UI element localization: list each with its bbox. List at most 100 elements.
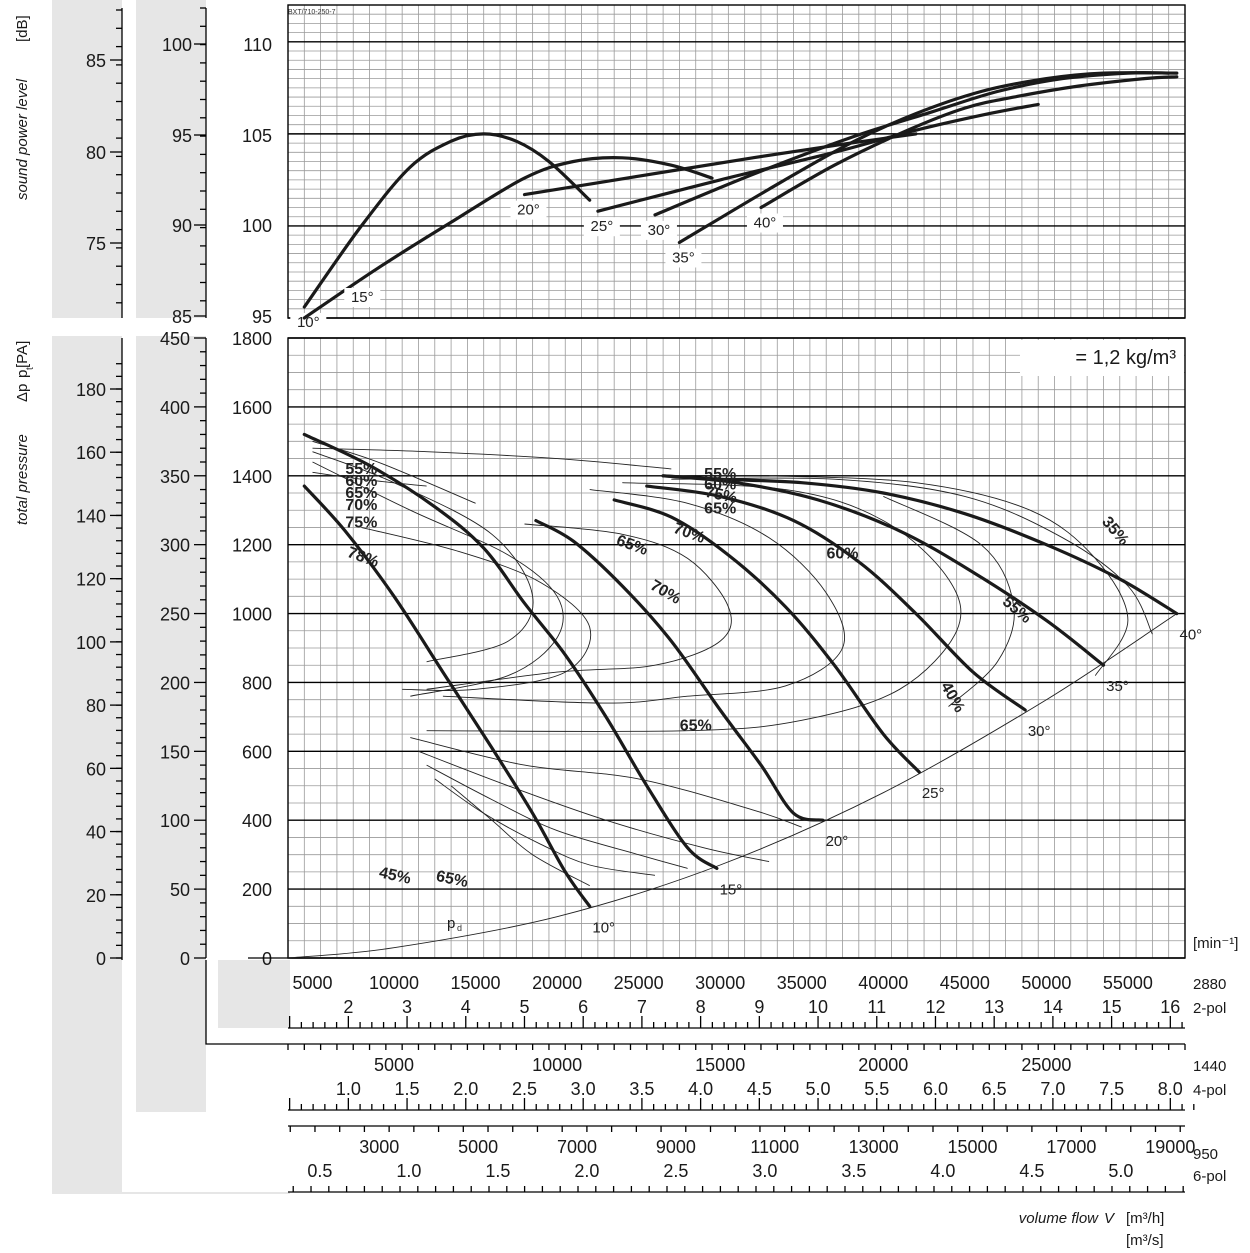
flow-4pol-m3h-label: 5000 xyxy=(374,1055,414,1075)
sound-scale-1-tick-label: 75 xyxy=(86,234,106,254)
pressure-scale-3-tick-label: 1200 xyxy=(232,536,272,556)
pressure-scale-2-tick-label: 200 xyxy=(160,673,190,693)
flow-4pol-m3s-label: 1.5 xyxy=(395,1079,420,1099)
pd-label: p xyxy=(447,915,455,932)
sound-axis-unit: [dB] xyxy=(14,15,31,42)
pressure-curve-35deg xyxy=(661,474,1106,667)
efficiency-contours xyxy=(312,440,1153,887)
pressure-scale-2-tick-label: 0 xyxy=(180,949,190,969)
flow-2pol-m3s-label: 15 xyxy=(1102,997,1122,1017)
efficiency-contour xyxy=(426,764,688,869)
pd-sub: d xyxy=(457,923,462,933)
efficiency-contour xyxy=(426,523,732,690)
sound-curve-label-bg xyxy=(746,213,783,233)
efficiency-contour xyxy=(883,495,1015,707)
pressure-scale-2-tick-label: 150 xyxy=(160,742,190,762)
flow-2pol-m3h-label: 20000 xyxy=(532,973,582,993)
flow-2pol-m3h-label: 45000 xyxy=(940,973,990,993)
sound-curve-label-bg xyxy=(665,248,702,268)
sound-curve-label-bg xyxy=(344,288,381,307)
flow-4pol-m3h-label: 20000 xyxy=(858,1055,908,1075)
efficiency-contour xyxy=(426,482,962,732)
pressure-scale-3-tick-label: 1800 xyxy=(232,329,272,349)
flow-6pol-m3s-label: 1.0 xyxy=(396,1161,421,1181)
efficiency-labels: 55%60%65%70%75%78% 65%70%75%55%60%65%70%6… xyxy=(345,461,1132,891)
flow-6pol-poles: 6-pol xyxy=(1193,1168,1226,1185)
pressure-scale-2-tick-label: 400 xyxy=(160,398,190,418)
pressure-scale-1-tick-label: 120 xyxy=(76,570,106,590)
pressure-axis-symbol: Δp xyxy=(14,384,31,402)
pressure-scale-2-tick-label: 450 xyxy=(160,329,190,349)
flow-4pol-m3s-label: 2.5 xyxy=(512,1079,537,1099)
efficiency-contour xyxy=(312,447,672,470)
pressure-axis-unit: [PA] xyxy=(14,341,31,368)
efficiency-label: 70% xyxy=(345,497,377,514)
pressure-scale-1-tick-label: 20 xyxy=(86,886,106,906)
efficiency-contour xyxy=(312,461,564,697)
pressure-curve-15deg xyxy=(302,432,719,870)
plot-grid xyxy=(287,4,1186,959)
pressure-curve-label-20deg: 20° xyxy=(826,833,849,850)
pressure-scale-2-tick-label: 50 xyxy=(170,880,190,900)
sound-grid-frame xyxy=(287,4,1186,319)
pressure-scale-1-tick-label: 180 xyxy=(76,380,106,400)
flow-unit-h: [m³/h] xyxy=(1126,1210,1164,1227)
efficiency-contour xyxy=(769,475,1129,676)
flow-4pol-m3s-label: 5.5 xyxy=(864,1079,889,1099)
sound-scale-3-tick-label: 95 xyxy=(252,307,272,327)
sound-scale-2-tick-label: 95 xyxy=(172,126,192,146)
sound-curve-label-40deg: 40° xyxy=(754,215,777,232)
flow-4pol-m3s-label: 1.0 xyxy=(336,1079,361,1099)
sound-curve-40deg xyxy=(759,75,1179,210)
pressure-scale-3-tick-label: 800 xyxy=(242,673,272,693)
efficiency-contour xyxy=(434,778,656,876)
flow-2pol-m3s-label: 5 xyxy=(519,997,529,1017)
flow-6pol-m3h-label: 13000 xyxy=(849,1137,899,1157)
sound-curve-label-10deg: 10° xyxy=(297,314,320,331)
flow-2pol-m3s-label: 2 xyxy=(343,997,353,1017)
flow-6pol-m3h-label: 7000 xyxy=(557,1137,597,1157)
efficiency-contour xyxy=(671,477,1153,635)
flow-2pol-m3s-label: 9 xyxy=(754,997,764,1017)
sound-curves: 10° 15° 20° 25° 30°35° 40° xyxy=(290,71,1179,332)
flow-6pol-m3s-label: 5.0 xyxy=(1108,1161,1133,1181)
efficiency-label: 75% xyxy=(704,484,739,507)
flow-2pol-poles: 2-pol xyxy=(1193,1000,1226,1017)
flow-4pol-poles: 4-pol xyxy=(1193,1082,1226,1099)
efficiency-label: 60% xyxy=(826,545,858,562)
efficiency-contour xyxy=(312,451,534,663)
sound-curve-10deg xyxy=(302,132,592,309)
flow-6pol-m3s-label: 3.0 xyxy=(752,1161,777,1181)
pressure-grid-frame xyxy=(287,337,1186,959)
axis-scales: 8580751009590851101051009518016014012010… xyxy=(76,7,1226,1193)
pressure-scale-band-1 xyxy=(52,336,122,1192)
flow-2pol-rpm: 2880 xyxy=(1193,976,1226,993)
flow-4pol-m3s-label: 6.5 xyxy=(982,1079,1007,1099)
sound-curve-label-15deg: 15° xyxy=(351,289,374,306)
sound-curve-20deg xyxy=(522,132,918,197)
pressure-scale-1-tick-label: 60 xyxy=(86,759,106,779)
efficiency-contour xyxy=(418,750,770,863)
flow-2pol-m3h-label: 50000 xyxy=(1021,973,1071,993)
sound-curve-label-30deg: 30° xyxy=(648,222,671,239)
sound-scale-1-tick-label: 85 xyxy=(86,51,106,71)
pressure-scale-3-tick-label: 1600 xyxy=(232,398,272,418)
efficiency-contour xyxy=(312,471,427,487)
sound-scale-3-tick-label: 110 xyxy=(243,35,272,55)
pressure-curve-10deg xyxy=(302,484,592,908)
efficiency-label: 55% xyxy=(345,461,377,478)
flow-4pol-m3s-label: 4.0 xyxy=(688,1079,713,1099)
flow-6pol-m3h-label: 19000 xyxy=(1145,1137,1195,1157)
pressure-curve-label-25deg: 25° xyxy=(922,785,945,802)
pressure-curve-25deg xyxy=(612,498,921,774)
flow-6pol-m3h-label: 15000 xyxy=(948,1137,998,1157)
flow-2pol-m3h-label: 10000 xyxy=(369,973,419,993)
pressure-scale-2-tick-label: 350 xyxy=(160,467,190,487)
pd-curve-line xyxy=(287,613,1178,959)
efficiency-label: 78% xyxy=(345,544,381,571)
pressure-scale-1-tick-label: 80 xyxy=(86,696,106,716)
flow-4pol-m3s-label: 5.0 xyxy=(806,1079,831,1099)
density-box xyxy=(1020,340,1184,376)
efficiency-contour xyxy=(410,737,802,828)
sound-axis-title: sound power level xyxy=(14,78,31,200)
